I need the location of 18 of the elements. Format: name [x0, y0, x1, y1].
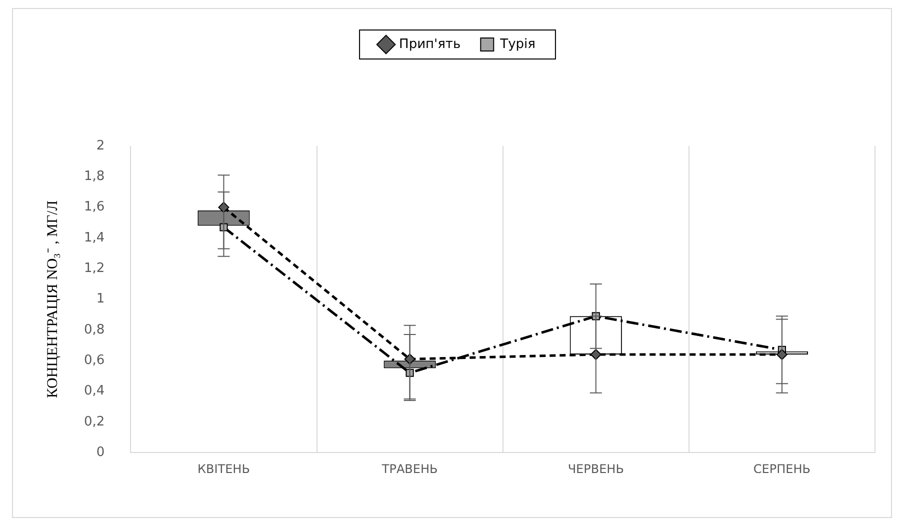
x-tick-label: КВІТЕНЬ — [197, 462, 250, 476]
legend-label: Прип'ять — [399, 36, 461, 52]
y-axis-title: КОНЦЕНТРАЦІЯ NO₃⁻ , МГ/Л — [44, 200, 61, 398]
y-tick-label: 1,8 — [84, 169, 105, 184]
x-tick-label: ЧЕРВЕНЬ — [568, 462, 624, 476]
y-tick-label: 1,2 — [84, 261, 105, 276]
y-tick-label: 0 — [96, 444, 105, 460]
y-tick-label: 0,2 — [84, 414, 105, 430]
y-tick-label: 0,4 — [84, 384, 105, 399]
y-tick-label: 2 — [96, 138, 105, 154]
x-tick-label: ТРАВЕНЬ — [380, 462, 438, 476]
y-tick-label: 1,4 — [84, 230, 105, 246]
x-tick-label: СЕРПЕНЬ — [753, 462, 810, 476]
y-tick-label: 1 — [96, 292, 105, 307]
y-tick-label: 1,6 — [84, 200, 105, 215]
legend-label: Турія — [499, 36, 536, 52]
y-tick-label: 0,6 — [84, 352, 105, 368]
y-tick-label: 0,8 — [84, 322, 105, 338]
